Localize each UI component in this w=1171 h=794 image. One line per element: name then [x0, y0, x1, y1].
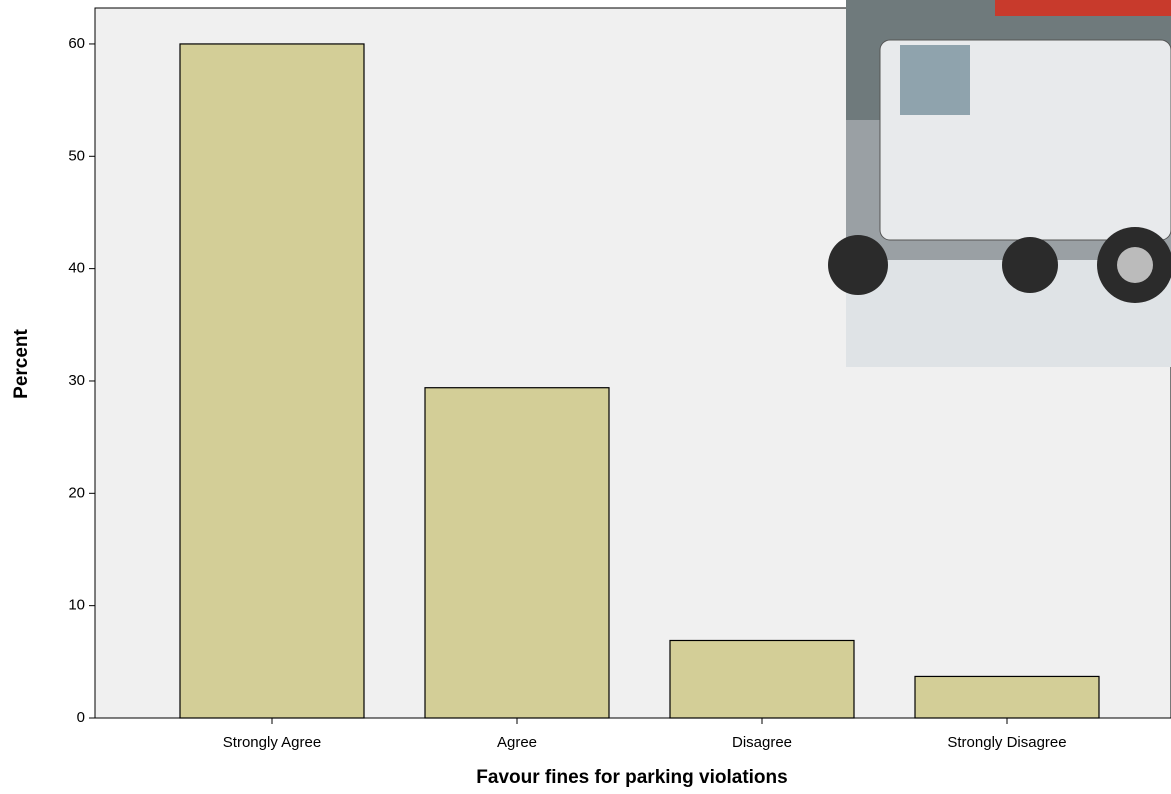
- x-tick-label: Strongly Disagree: [947, 734, 1066, 751]
- x-tick-label: Agree: [497, 734, 537, 751]
- photo-wheel: [1002, 237, 1058, 293]
- photo-lightbar: [995, 0, 1171, 16]
- chart: Percent Favour fines for parking violati…: [0, 0, 1171, 794]
- x-tick-label: Disagree: [732, 734, 792, 751]
- y-tick-label: 50: [68, 147, 85, 164]
- y-tick-label: 20: [68, 484, 85, 501]
- y-tick-label: 0: [77, 709, 85, 726]
- x-tick-label: Strongly Agree: [223, 734, 321, 751]
- photo-hub: [1117, 247, 1153, 283]
- photo: [828, 0, 1171, 367]
- bar: [915, 676, 1099, 718]
- photo-window: [900, 45, 970, 115]
- y-tick-label: 30: [68, 372, 85, 389]
- y-tick-label: 10: [68, 597, 85, 614]
- x-axis-title: Favour fines for parking violations: [476, 767, 787, 788]
- bar: [670, 640, 854, 718]
- photo-wheel: [828, 235, 888, 295]
- bar: [180, 44, 364, 718]
- y-tick-label: 60: [68, 35, 85, 52]
- bar: [425, 388, 609, 718]
- y-tick-label: 40: [68, 260, 85, 277]
- y-axis-title: Percent: [11, 328, 32, 398]
